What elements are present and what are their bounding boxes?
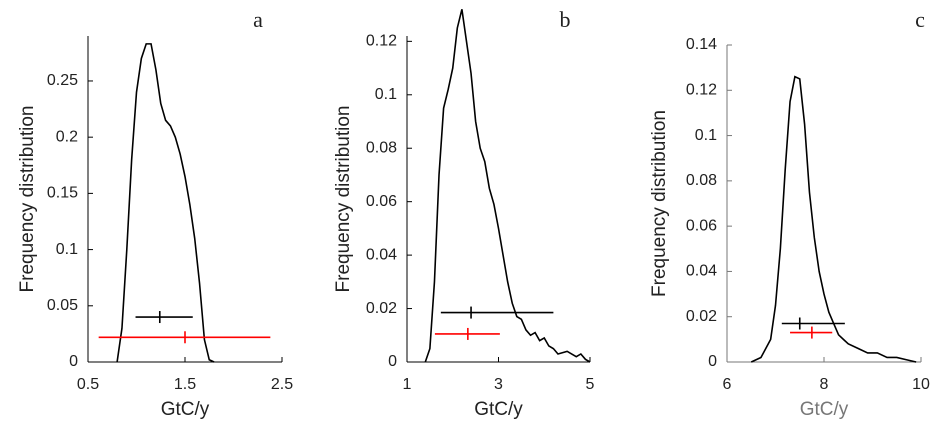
y-tick-label: 0 [388, 353, 397, 370]
y-tick-label: 0.2 [56, 128, 78, 145]
y-axis-label: Frequency distribution [649, 110, 670, 297]
y-tick-label: 0.06 [686, 217, 717, 234]
panel-title: a [253, 7, 263, 32]
y-tick-label: 0 [708, 353, 717, 370]
density-curve [116, 43, 215, 363]
x-tick-label: 6 [723, 376, 732, 393]
x-tick-label: 3 [494, 376, 503, 393]
y-tick-label: 0.1 [375, 86, 397, 103]
density-curve [424, 9, 591, 363]
y-tick-label: 0.04 [686, 263, 717, 280]
x-tick-label: 5 [586, 376, 595, 393]
x-tick-label: 2.5 [271, 376, 293, 393]
y-tick-label: 0.08 [686, 172, 717, 189]
x-axis-label: GtC/y [474, 399, 523, 420]
panel-title: c [915, 7, 925, 32]
y-tick-label: 0.06 [366, 193, 397, 210]
y-tick-label: 0.12 [686, 82, 717, 99]
y-tick-label: 0.08 [366, 139, 397, 156]
x-tick-label: 8 [820, 376, 829, 393]
y-tick-label: 0.15 [47, 185, 78, 202]
x-tick-label: 1 [403, 376, 412, 393]
y-tick-label: 0.25 [47, 72, 78, 89]
x-tick-label: 10 [912, 376, 930, 393]
y-tick-label: 0.02 [686, 308, 717, 325]
panel-title: b [560, 7, 571, 32]
y-tick-label: 0 [69, 353, 78, 370]
y-tick-label: 0.02 [366, 300, 397, 317]
y-axis-label: Frequency distribution [17, 106, 38, 293]
x-tick-label: 1.5 [174, 376, 196, 393]
y-tick-label: 0.05 [47, 297, 78, 314]
x-tick-label: 0.5 [77, 376, 99, 393]
density-curve [750, 75, 917, 363]
y-tick-label: 0.1 [695, 127, 717, 144]
y-tick-label: 0.1 [56, 241, 78, 258]
x-axis-label: GtC/y [800, 399, 849, 420]
y-tick-label: 0.04 [366, 246, 397, 263]
y-axis-label: Frequency distribution [333, 106, 354, 293]
y-tick-label: 0.12 [366, 33, 397, 50]
x-axis-label: GtC/y [161, 399, 210, 420]
y-tick-label: 0.14 [686, 36, 717, 53]
